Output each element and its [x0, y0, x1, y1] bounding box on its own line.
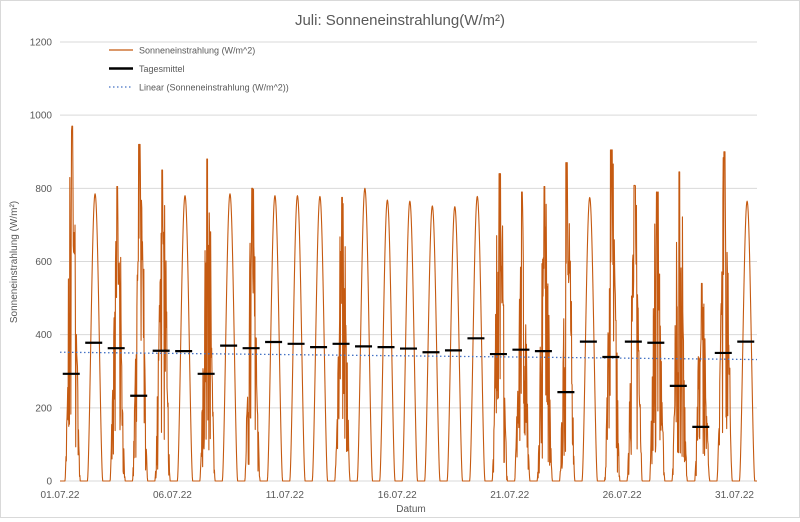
x-axis-tick-labels: 01.07.22 06.07.22 11.07.22 16.07.22 21.07.22… — [41, 490, 755, 501]
y-tick-label: 1200 — [30, 38, 53, 49]
trend-line — [59, 351, 758, 361]
x-tick-label: 21.07.22 — [490, 490, 529, 501]
irradiance-line — [60, 125, 757, 482]
chart-title: Juli: Sonneneinstrahlung(W/m²) — [295, 12, 505, 29]
y-axis-tick-labels: 0 200 400 600 800 1000 1200 — [30, 38, 53, 488]
x-tick-label: 11.07.22 — [266, 490, 305, 501]
y-tick-label: 600 — [35, 257, 52, 268]
legend: Sonneneinstrahlung (W/m^2) Tagesmittel Lin… — [109, 46, 289, 93]
x-tick-label: 06.07.22 — [153, 490, 192, 501]
grid-lines — [60, 41, 757, 482]
x-tick-label: 26.07.22 — [603, 490, 642, 501]
x-tick-label: 31.07.22 — [715, 490, 754, 501]
legend-label-2: Tagesmittel — [139, 64, 185, 74]
y-tick-label: 200 — [35, 403, 52, 414]
daily-mean-markers — [62, 337, 755, 428]
irradiance-series — [60, 125, 757, 482]
trend-line-group — [59, 351, 758, 361]
y-tick-label: 400 — [35, 330, 52, 341]
legend-label-1: Sonneneinstrahlung (W/m^2) — [139, 46, 255, 56]
x-tick-label: 16.07.22 — [378, 490, 417, 501]
y-tick-label: 800 — [35, 184, 52, 195]
y-tick-label: 0 — [46, 477, 52, 488]
x-tick-label: 01.07.22 — [41, 490, 80, 501]
legend-label-3: Linear (Sonneneinstrahlung (W/m^2)) — [139, 83, 289, 93]
y-tick-label: 1000 — [30, 111, 53, 122]
y-axis-label: Sonneneinstrahlung (W/m²) — [9, 201, 20, 323]
x-axis-label: Datum — [396, 504, 425, 515]
